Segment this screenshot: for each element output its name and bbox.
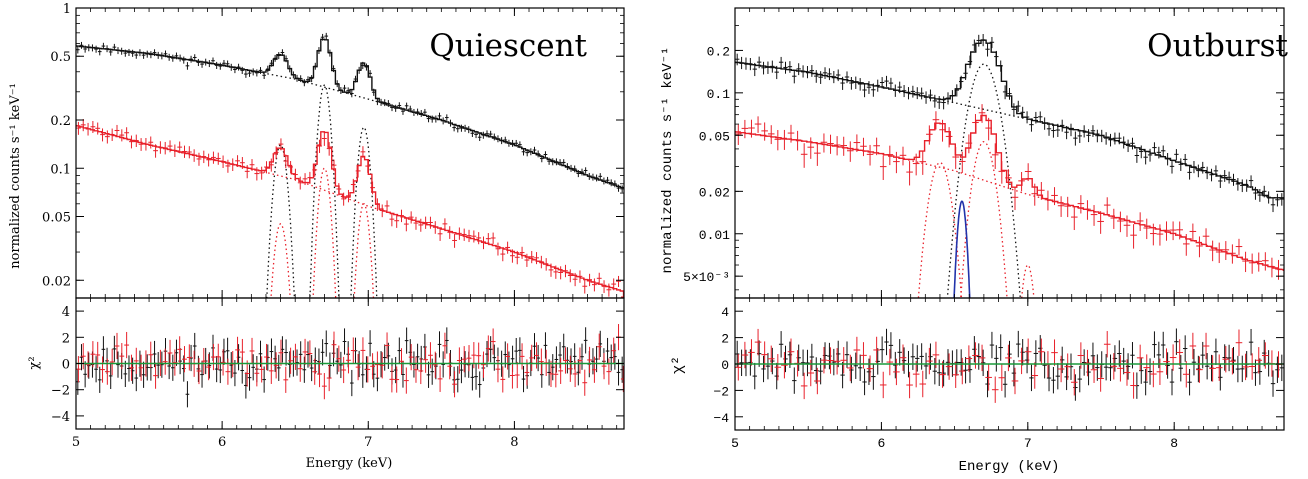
line-component-black xyxy=(350,126,378,298)
quiescent-residual-y-axis-label: χ² xyxy=(27,356,42,369)
outburst-x-axis-label: Energy (keV) xyxy=(959,459,1060,475)
residual-marks xyxy=(735,328,1284,403)
residual-y-tick-label: 2 xyxy=(721,332,729,347)
model-black xyxy=(735,39,1284,199)
residual-y-tick-label: 0 xyxy=(62,358,70,373)
line-component-red xyxy=(353,203,375,298)
residual-y-tick-label: −2 xyxy=(51,384,70,399)
y-tick-label: 0.5 xyxy=(50,50,71,65)
residual-y-tick-label: 0 xyxy=(721,358,729,373)
x-tick-label: 7 xyxy=(1024,436,1032,451)
residual-y-tick-label: −4 xyxy=(713,411,729,426)
model-red xyxy=(76,125,624,292)
y-tick-label: 1 xyxy=(63,2,71,17)
line-component-black xyxy=(946,63,1021,298)
x-tick-label: 8 xyxy=(510,435,518,450)
residual-marks xyxy=(76,324,624,408)
y-tick-label: 0.01 xyxy=(699,228,730,243)
line-component-red xyxy=(960,141,1008,298)
continuum-black xyxy=(76,45,623,189)
line-component-blue xyxy=(953,200,971,298)
x-tick-label: 8 xyxy=(1170,436,1178,451)
x-tick-label: 6 xyxy=(877,436,885,451)
continuum-red xyxy=(735,131,1283,271)
x-tick-label: 5 xyxy=(731,436,739,451)
line-component-black xyxy=(309,84,340,298)
model-red xyxy=(735,114,1284,271)
residual-y-tick-label: −4 xyxy=(51,410,70,425)
quiescent-residual-plot: 5 6 7 8 4 2 0 −2 −4 xyxy=(51,8,625,450)
outburst-residual-y-axis-label: χ² xyxy=(670,356,687,374)
y-tick-label: 0.02 xyxy=(42,274,71,289)
panel-outburst: 0.2 0.1 0.05 0.02 0.01 5×10⁻³ 5 6 7 8 4 2 0 −2 −4 Out… xyxy=(660,7,1289,475)
x-tick-label: 6 xyxy=(218,435,226,450)
y-tick-label: 0.1 xyxy=(50,162,71,177)
quiescent-x-axis-label: Energy (keV) xyxy=(306,456,393,471)
y-tick-label: 0.2 xyxy=(50,114,71,129)
residual-y-tick-label: 2 xyxy=(62,331,70,346)
quiescent-title: Quiescent xyxy=(429,28,587,64)
panel-quiescent: 1 0.5 0.2 0.1 0.05 0.02 5 6 7 8 4 2 0 −2 −4 Quiescent… xyxy=(8,2,625,471)
residual-y-tick-label: −2 xyxy=(713,384,729,399)
quiescent-y-axis-label: normalized counts s⁻¹ keV⁻¹ xyxy=(8,83,23,269)
residual-y-tick-label: 4 xyxy=(62,305,70,320)
outburst-title: Outburst xyxy=(1147,28,1288,64)
outburst-y-axis-label: normalized counts s⁻¹ keV⁻¹ xyxy=(660,47,676,274)
x-tick-label: 5 xyxy=(72,435,80,450)
line-component-red xyxy=(312,167,337,298)
y-tick-label: 0.05 xyxy=(42,210,71,225)
y-tick-label: 0.05 xyxy=(699,129,730,144)
y-tick-label: 0.1 xyxy=(707,87,731,102)
y-tick-label: 0.2 xyxy=(707,44,730,59)
outburst-residual-plot: 5 6 7 8 4 2 0 −2 −4 xyxy=(713,8,1285,451)
spectrum-marks xyxy=(76,32,624,298)
x-tick-label: 7 xyxy=(364,435,372,450)
spectrum-marks xyxy=(735,34,1284,298)
y-tick-label: 0.02 xyxy=(699,185,730,200)
residual-y-tick-label: 4 xyxy=(721,305,729,320)
line-component-red xyxy=(270,223,291,298)
y-tick-label: 5×10⁻³ xyxy=(683,270,730,285)
